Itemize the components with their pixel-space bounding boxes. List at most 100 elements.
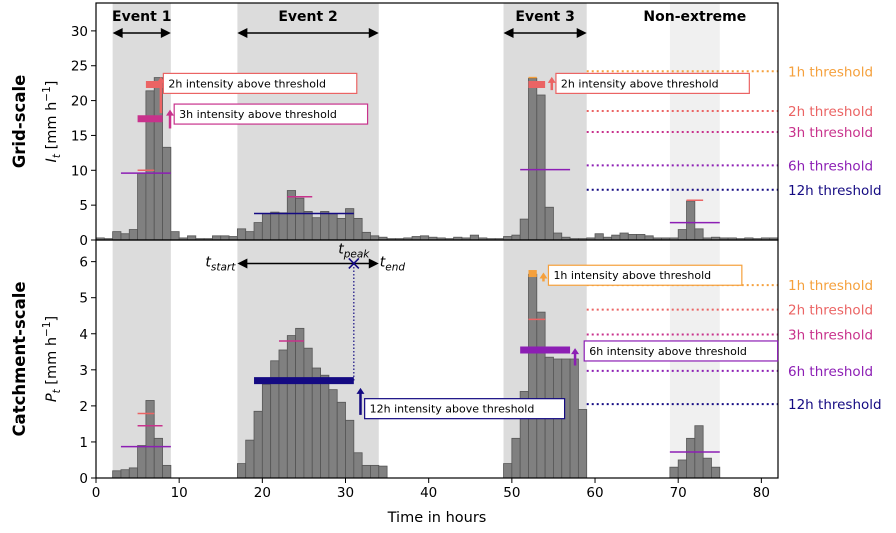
- annotation-box: [555, 72, 750, 95]
- bar: [278, 349, 288, 479]
- bar: [145, 90, 155, 241]
- bar: [528, 273, 538, 479]
- bar: [236, 463, 247, 479]
- bar: [669, 466, 679, 479]
- x-tick-label: 20: [254, 485, 271, 501]
- bar: [644, 235, 654, 241]
- bar: [636, 234, 646, 241]
- bar: [212, 235, 222, 241]
- annotation-arrowhead: [166, 109, 175, 116]
- bar: [553, 232, 563, 241]
- y-tick-label: 25: [71, 59, 88, 75]
- bar: [245, 439, 255, 479]
- bar: [303, 347, 313, 479]
- event-arrowhead-left: [503, 28, 514, 38]
- t-peak-label: tpeak: [338, 241, 370, 260]
- y-tick-label: 30: [71, 24, 88, 40]
- x-tick-label: 30: [337, 485, 354, 501]
- x-axis-label: Time in hours: [387, 510, 487, 526]
- bar: [137, 445, 147, 479]
- annotation-label: 1h intensity above threshold: [553, 269, 711, 282]
- peak-marker: [348, 257, 360, 270]
- bar: [677, 459, 687, 479]
- annotation-label: 6h intensity above threshold: [589, 345, 747, 358]
- bar: [170, 231, 180, 241]
- bar: [278, 212, 288, 241]
- bar: [686, 437, 696, 479]
- x-tick-label: 60: [586, 485, 603, 501]
- bar: [519, 218, 529, 241]
- bar: [594, 233, 604, 241]
- bar: [328, 213, 338, 241]
- annotation-box: [162, 72, 358, 95]
- event-arrowhead-right: [576, 28, 587, 38]
- annotation-box: [583, 340, 779, 362]
- bar: [611, 234, 621, 241]
- x-tick-label: 80: [753, 485, 770, 501]
- bar: [295, 327, 305, 479]
- event-span-arrowhead-left: [237, 258, 248, 269]
- y-tick-label: 6: [79, 255, 88, 271]
- x-tick-label: 0: [92, 485, 101, 501]
- x-tick-label: 70: [670, 485, 687, 501]
- bar: [528, 77, 538, 241]
- bar: [469, 234, 479, 241]
- bar: [311, 367, 321, 479]
- x-tick-label: 10: [171, 485, 188, 501]
- bar: [245, 231, 255, 241]
- t-end-label: tend: [380, 254, 406, 273]
- threshold-label: 3h threshold: [788, 327, 873, 343]
- row-label: Grid-scale: [10, 75, 29, 169]
- bar: [137, 172, 147, 241]
- event-label: Event 3: [515, 9, 574, 25]
- bar: [270, 211, 280, 241]
- y-tick-label: 4: [79, 327, 88, 343]
- bar: [686, 200, 696, 241]
- bar: [336, 217, 346, 241]
- t-start-label: tstart: [205, 254, 236, 273]
- threshold-label: 12h threshold: [788, 397, 882, 413]
- bar: [112, 231, 122, 241]
- annotation-label: 2h intensity above threshold: [561, 77, 719, 90]
- event-arrowhead-left: [237, 28, 248, 38]
- bar: [677, 229, 687, 241]
- bar: [128, 467, 138, 479]
- bar: [536, 311, 546, 479]
- y-tick-label: 5: [79, 291, 88, 307]
- event-label: Event 2: [278, 9, 337, 25]
- bar: [162, 464, 172, 479]
- bar: [253, 410, 263, 479]
- threshold-label: 6h threshold: [788, 364, 873, 380]
- y-axis-label: It [mm h−1]: [41, 81, 63, 163]
- bar: [577, 409, 588, 479]
- threshold-label: 1h threshold: [788, 64, 873, 80]
- bar: [378, 465, 388, 479]
- bar: [128, 229, 138, 241]
- bar: [320, 211, 330, 241]
- bar: [569, 358, 579, 479]
- annotation-box: [547, 264, 743, 286]
- annotation-arrowhead: [571, 348, 580, 355]
- annotation-arrowhead: [356, 387, 365, 394]
- bar: [162, 146, 172, 241]
- x-tick-label: 40: [420, 485, 437, 501]
- annotation-label: 3h intensity above threshold: [179, 108, 337, 121]
- bar: [261, 213, 272, 241]
- event-arrowhead-right: [160, 28, 171, 38]
- bar: [511, 234, 521, 241]
- bar: [303, 211, 313, 241]
- y-tick-label: 3: [79, 363, 88, 379]
- bar: [187, 235, 197, 241]
- row-label: Catchment-scale: [10, 281, 29, 436]
- bar: [286, 190, 297, 241]
- bar: [295, 197, 305, 241]
- bar: [311, 217, 321, 241]
- annotation-arrowhead: [539, 272, 548, 279]
- y-tick-label: 15: [71, 128, 88, 144]
- bar: [220, 235, 230, 241]
- bar: [236, 228, 247, 241]
- annotation-box: [173, 103, 369, 125]
- bar: [120, 233, 130, 241]
- bar: [511, 437, 521, 479]
